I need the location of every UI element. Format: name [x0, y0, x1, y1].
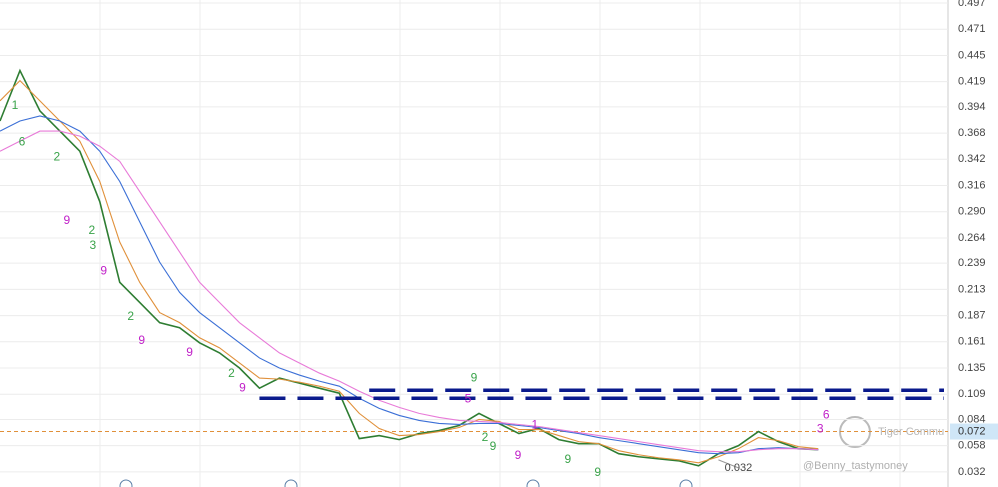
td-count: 6	[19, 134, 26, 148]
td-count: 2	[54, 149, 61, 163]
event-icon	[119, 479, 133, 487]
y-tick-label: 0.394	[958, 101, 986, 113]
td-count: 9	[64, 213, 71, 227]
y-tick-label: 0.419	[958, 76, 986, 88]
td-count: 9	[594, 465, 601, 479]
y-tick-label: 0.264	[958, 232, 986, 244]
y-tick-label: 0.135	[958, 362, 986, 374]
series-line	[0, 115, 819, 455]
y-tick-label: 0.187	[958, 309, 986, 321]
y-tick-label: 0.213	[958, 283, 986, 295]
series-line	[0, 79, 819, 464]
current-price-box	[950, 423, 998, 440]
td-count: 2	[127, 309, 134, 323]
watermark-handle: @Benny_tastymoney	[803, 460, 908, 472]
td-count: 3	[817, 422, 824, 436]
td-count: 9	[564, 452, 571, 466]
td-count: 9	[490, 439, 497, 453]
td-count: 9	[515, 448, 522, 462]
y-tick-label: 0.239	[958, 257, 986, 269]
low-pointer	[718, 459, 739, 469]
y-tick-label: 0.497	[958, 0, 986, 9]
y-tick-label: 0.368	[958, 127, 986, 139]
td-count: 2	[228, 366, 235, 380]
td-count: 9	[186, 345, 193, 359]
td-count: 1	[12, 98, 19, 112]
y-tick-label: 0.342	[958, 153, 986, 165]
current-price-label: 0.072	[958, 425, 986, 437]
y-tick-label: 0.445	[958, 49, 986, 61]
event-icon	[284, 479, 298, 487]
event-markers	[119, 479, 693, 487]
y-tick-label: 0.471	[958, 23, 986, 35]
td-count: 1	[532, 418, 539, 432]
event-icon	[679, 479, 693, 487]
td-count: 3	[89, 238, 96, 252]
series-line	[0, 130, 819, 453]
y-tick-label: 0.316	[958, 179, 986, 191]
td-count: 5	[465, 391, 472, 405]
td-count: 6	[823, 408, 830, 422]
td-count: 9	[138, 333, 145, 347]
vertical-grid	[99, 0, 901, 487]
td-count: 2	[482, 430, 489, 444]
y-tick-label: 0.084	[958, 413, 986, 425]
event-icon	[526, 479, 540, 487]
td-count: 9	[100, 263, 107, 277]
td-count: 9	[239, 380, 246, 394]
low-label: 0.032	[725, 462, 753, 474]
y-tick-label: 0.058	[958, 440, 986, 452]
watermark-brand: Tiger Commu	[878, 426, 944, 438]
series-line	[0, 68, 819, 467]
y-tick-label: 0.032	[958, 466, 986, 478]
y-tick-label: 0.109	[958, 388, 986, 400]
td-count: 2	[88, 223, 95, 237]
y-tick-label: 0.161	[958, 336, 986, 348]
td-count: 9	[471, 370, 478, 384]
y-tick-label: 0.290	[958, 206, 986, 218]
